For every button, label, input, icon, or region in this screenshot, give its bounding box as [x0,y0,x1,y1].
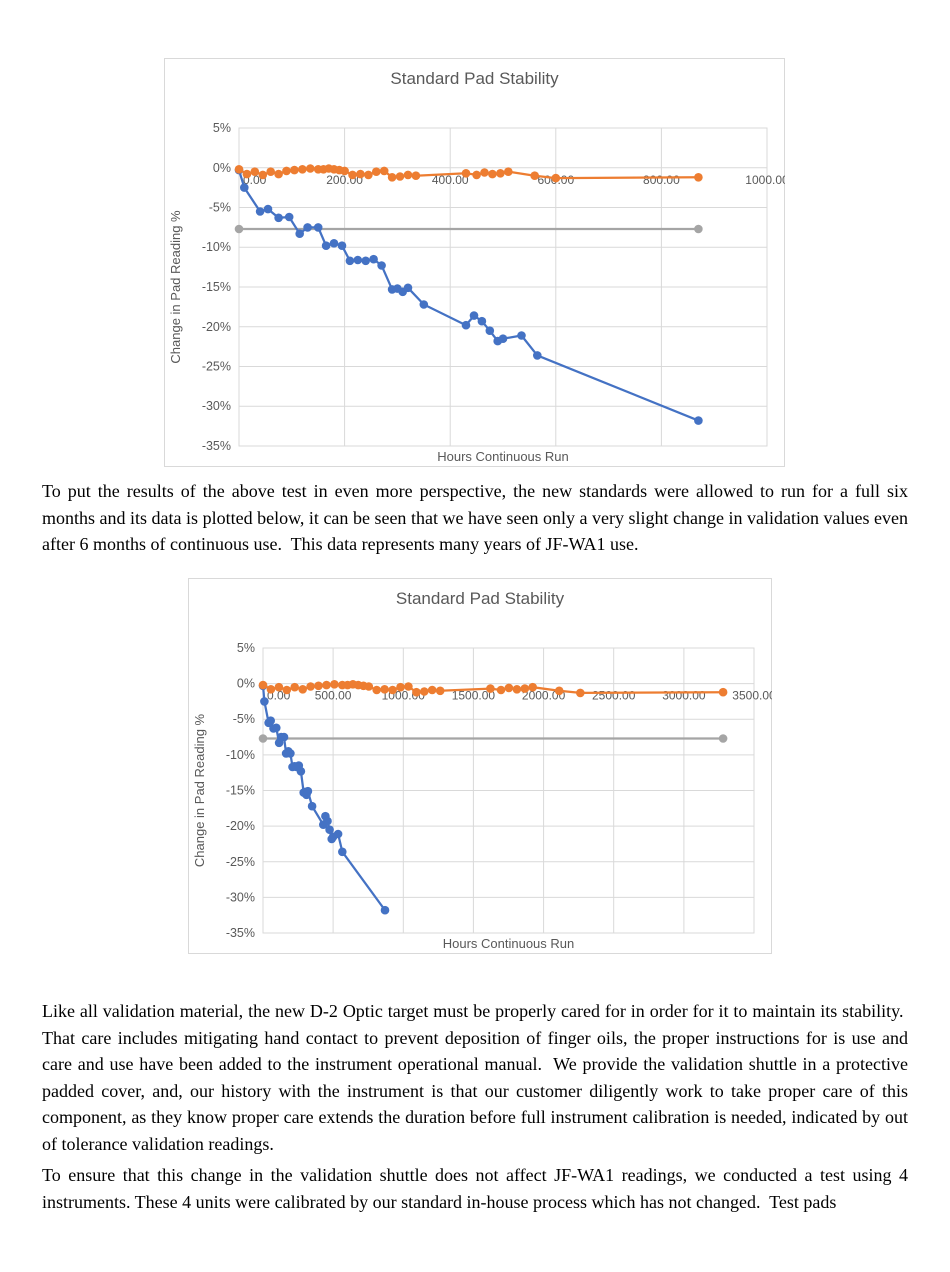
svg-text:-5%: -5% [233,712,255,726]
svg-text:5%: 5% [237,641,255,655]
svg-text:-15%: -15% [202,280,231,294]
svg-text:3500.00: 3500.00 [732,689,772,703]
svg-text:-10%: -10% [226,748,255,762]
svg-text:-35%: -35% [202,439,231,453]
svg-text:5%: 5% [213,121,231,135]
svg-text:-10%: -10% [202,240,231,254]
svg-text:-25%: -25% [226,855,255,869]
svg-text:0%: 0% [237,677,255,691]
svg-text:-30%: -30% [202,399,231,413]
svg-text:800.00: 800.00 [643,173,680,187]
svg-text:-5%: -5% [209,201,231,215]
svg-text:-25%: -25% [202,360,231,374]
svg-text:500.00: 500.00 [315,689,352,703]
svg-text:Change in Pad Reading %: Change in Pad Reading % [168,210,183,364]
svg-text:Hours Continuous Run: Hours Continuous Run [443,936,575,951]
svg-text:Change in Pad Reading %: Change in Pad Reading % [192,713,207,867]
svg-text:Standard Pad Stability: Standard Pad Stability [390,69,559,88]
svg-text:-35%: -35% [226,926,255,940]
svg-text:1000.00: 1000.00 [745,173,785,187]
svg-text:-15%: -15% [226,784,255,798]
svg-text:-20%: -20% [226,819,255,833]
svg-text:2500.00: 2500.00 [592,689,636,703]
svg-text:Standard Pad Stability: Standard Pad Stability [396,589,565,608]
svg-text:Hours Continuous Run: Hours Continuous Run [437,449,569,464]
svg-text:-30%: -30% [226,890,255,904]
svg-text:0%: 0% [213,161,231,175]
svg-text:3000.00: 3000.00 [662,689,706,703]
svg-text:-20%: -20% [202,320,231,334]
